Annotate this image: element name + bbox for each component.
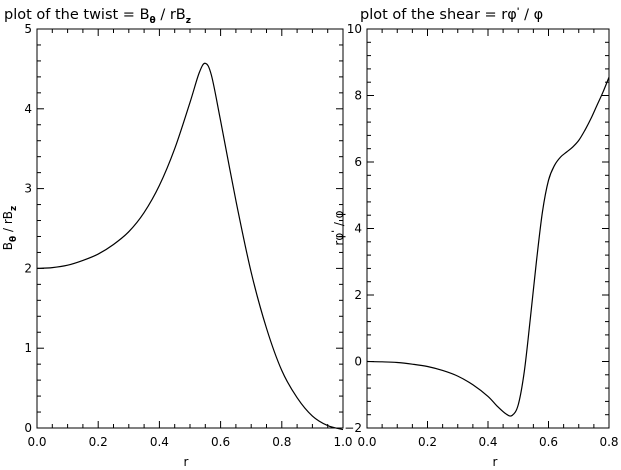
chart-1-ytick-label: 0 — [24, 421, 32, 435]
chart-1-ytick-label: 4 — [24, 102, 32, 116]
chart-2-xtick-label: 0.6 — [539, 435, 558, 449]
chart-2-ytick-label: −2 — [344, 421, 362, 435]
chart-2-ytick-label: 2 — [354, 288, 362, 302]
chart-2-ytick-label: 0 — [354, 355, 362, 369]
chart-1-xtick-label: 0.0 — [27, 435, 46, 449]
chart-2-title: plot of the shear = rφ' / φ — [360, 7, 543, 23]
chart-2-xtick-label: 0.2 — [418, 435, 437, 449]
chart-2-ytick-label: 6 — [354, 155, 362, 169]
chart-1-ytick-label: 5 — [24, 22, 32, 36]
chart-1-xtick-label: 0.6 — [211, 435, 230, 449]
chart-2-series-line-1 — [366, 76, 610, 417]
chart-1-frame — [36, 28, 344, 429]
chart-2-ylabel: rφ' / φ — [331, 210, 346, 245]
chart-1-ytick-label: 1 — [24, 341, 32, 355]
chart-2-xlabel: r — [493, 455, 498, 469]
chart-1-xlabel: r — [184, 455, 189, 469]
chart-1-xtick-label: 0.2 — [89, 435, 108, 449]
chart-1-xtick-label: 1.0 — [333, 435, 352, 449]
chart-2-ytick-label: 4 — [354, 222, 362, 236]
chart-1-ytick-label: 2 — [24, 261, 32, 275]
chart-1-ylabel: Bθ / rBz — [1, 206, 19, 251]
chart-2-xtick-label: 0.8 — [599, 435, 618, 449]
chart-2-ytick-label: 8 — [354, 89, 362, 103]
chart-2-xtick-label: 0.4 — [478, 435, 497, 449]
chart-1-series-line-1 — [36, 62, 344, 431]
chart-1-xtick-label: 0.4 — [150, 435, 169, 449]
chart-1-title: plot of the twist = Bθ / rBz — [4, 7, 191, 26]
chart-2-ytick-label: 10 — [347, 22, 362, 36]
chart-1-xtick-label: 0.8 — [272, 435, 291, 449]
plot-layer: 0.0 0.2 0.4 0.6 0.8 1.0 0 1 2 3 4 5 0.0 0.2 0.4 0.6 0.8 −… — [24, 22, 618, 449]
chart-1-ytick-label: 3 — [24, 182, 32, 196]
chart-2-frame — [366, 28, 610, 429]
chart-2-xtick-label: 0.0 — [357, 435, 376, 449]
